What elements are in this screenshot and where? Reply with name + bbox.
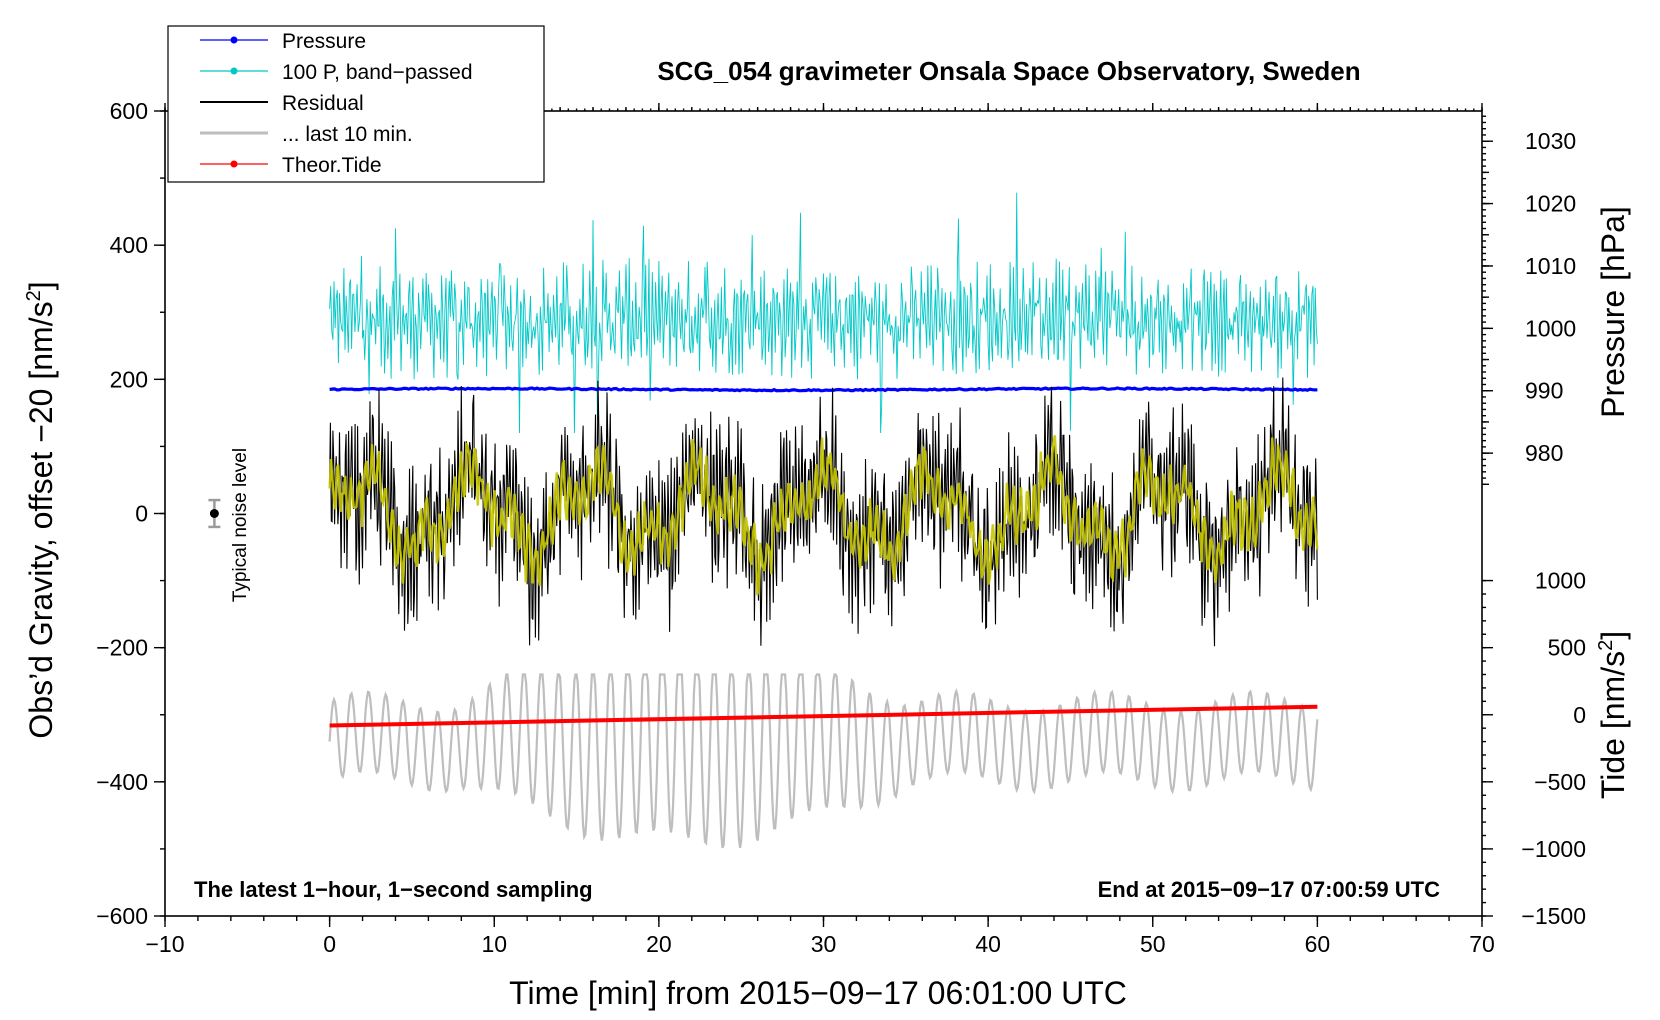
legend-marker-tide <box>230 160 238 168</box>
legend-marker-pressure <box>230 36 238 44</box>
chart-title: SCG_054 gravimeter Onsala Space Observat… <box>657 56 1360 86</box>
y-axis-title-pressure: Pressure [hPa] <box>1595 206 1631 418</box>
y-tick-label-left: −600 <box>96 903 148 929</box>
pressure-tick-label: 990 <box>1525 378 1563 404</box>
series-residual-smoothed <box>328 435 1319 596</box>
legend-item-bandpassed: 100 P, band−passed <box>200 61 473 84</box>
tide-tick-label: 1000 <box>1535 568 1586 594</box>
legend-box <box>167 25 545 183</box>
x-tick-label: 50 <box>1140 931 1166 957</box>
legend-label-bandpassed: 100 P, band−passed <box>282 61 473 84</box>
legend-label-tide: Theor.Tide <box>282 154 382 177</box>
pressure-tick-label: 1020 <box>1525 191 1576 217</box>
noise-point <box>209 509 219 518</box>
x-tick-label: 20 <box>646 931 672 957</box>
legend-label-residual: Residual <box>282 92 364 115</box>
y-tick-label-left: 0 <box>135 501 148 527</box>
y-axis-title-tide: Tide [nm/s2] <box>1595 631 1631 799</box>
y-axis-title-left-end: ] <box>23 281 59 290</box>
pressure-tick-label: 1010 <box>1525 253 1576 279</box>
x-tick-label: 10 <box>481 931 507 957</box>
axes-layer: −10 0 10 20 30 40 50 60 70−600−400−2000200400600… <box>96 98 1586 957</box>
series-theoretical-tide <box>329 704 1318 728</box>
series-pressure <box>329 386 1318 393</box>
legend-label-last10: ... last 10 min. <box>282 123 413 146</box>
y-axis-title-left: Obs’d Gravity, offset −20 [nm/s2] <box>23 281 59 738</box>
pressure-tick-label: 1030 <box>1525 128 1576 154</box>
y-tick-label-left: 400 <box>110 232 148 258</box>
x-axis-title: Time [min] from 2015−09−17 06:01:00 UTC <box>509 975 1127 1011</box>
series-layer <box>328 192 1319 849</box>
legend: Pressure 100 P, band−passed Residual ...… <box>167 25 545 183</box>
y-axis-title-tide-main: Tide [nm/s <box>1595 651 1631 799</box>
tide-tick-label: −1000 <box>1521 836 1586 862</box>
x-tick-label: −10 <box>145 931 184 957</box>
y-axis-title-tide-end: ] <box>1595 631 1631 640</box>
y-axis-title-left-sup: 2 <box>23 290 45 301</box>
tide-tick-label: 0 <box>1573 702 1586 728</box>
legend-item-tide: Theor.Tide <box>200 154 382 177</box>
x-tick-label: 60 <box>1305 931 1331 957</box>
tide-tick-label: 500 <box>1548 635 1586 661</box>
tide-tick-label: −1500 <box>1521 903 1586 929</box>
y-tick-label-left: −200 <box>96 635 148 661</box>
note-end-time: End at 2015−09−17 07:00:59 UTC <box>1098 877 1441 902</box>
x-tick-label: 70 <box>1469 931 1495 957</box>
legend-item-residual: Residual <box>200 92 364 115</box>
series-last-10-min <box>328 673 1319 849</box>
series-residual <box>329 377 1318 647</box>
x-tick-label: 40 <box>975 931 1001 957</box>
legend-marker-bandpassed <box>230 67 238 75</box>
note-sampling: The latest 1−hour, 1−second sampling <box>194 877 593 902</box>
x-tick-label: 30 <box>811 931 837 957</box>
y-axis-title-tide-sup: 2 <box>1595 640 1617 651</box>
noise-level-indicator: Typical noise level <box>208 448 251 602</box>
legend-item-last10: ... last 10 min. <box>200 123 413 146</box>
y-axis-title-left-main: Obs’d Gravity, offset −20 [nm/s <box>23 301 59 738</box>
y-tick-label-left: −400 <box>96 769 148 795</box>
tide-tick-label: −500 <box>1534 769 1586 795</box>
y-tick-label-left: 600 <box>110 98 148 124</box>
x-tick-label: 0 <box>323 931 336 957</box>
legend-label-pressure: Pressure <box>282 30 366 53</box>
pressure-tick-label: 1000 <box>1525 315 1576 341</box>
series-bandpassed-pressure <box>329 192 1318 434</box>
noise-level-label: Typical noise level <box>230 448 251 602</box>
y-tick-label-left: 200 <box>110 366 148 392</box>
legend-item-pressure: Pressure <box>200 30 366 53</box>
pressure-tick-label: 980 <box>1525 440 1563 466</box>
